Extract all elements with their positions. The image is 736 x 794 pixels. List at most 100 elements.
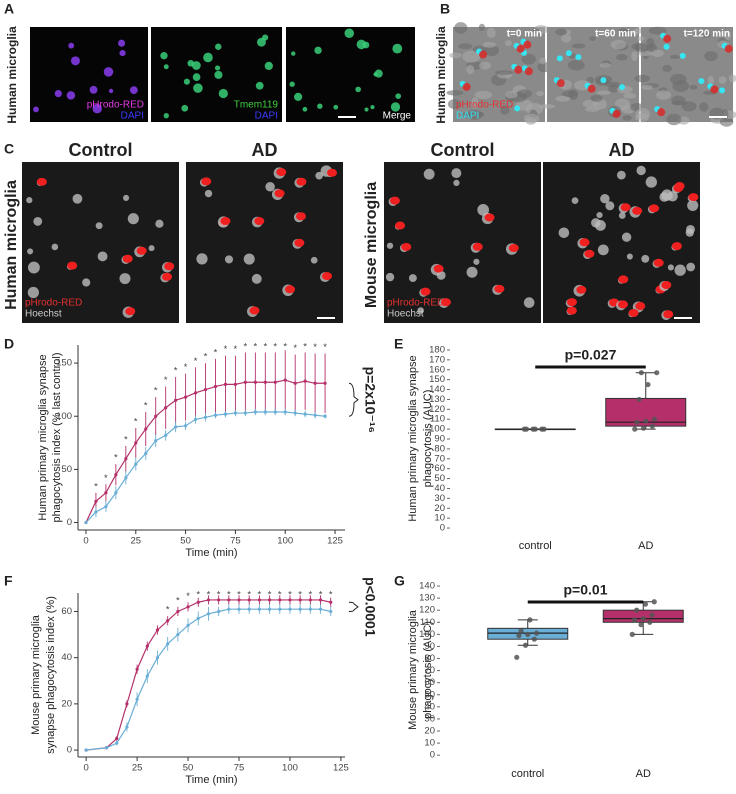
pHrodo-signal (326, 168, 337, 177)
image-label: pHrodo-RED (387, 298, 444, 309)
pHrodo-signal (556, 79, 565, 88)
data-point (217, 598, 221, 602)
nucleus (514, 105, 521, 112)
data-point (155, 656, 160, 660)
pHrodo-signal (294, 238, 305, 247)
data-point (329, 600, 333, 604)
significance-star: * (207, 590, 211, 601)
cell-texture (699, 33, 711, 38)
data-point (174, 398, 178, 402)
column-header: Control (69, 140, 133, 160)
data-point (135, 667, 139, 671)
nucleus (466, 266, 478, 278)
data-point (303, 379, 307, 383)
data-point (303, 412, 307, 416)
significance-star: * (134, 416, 138, 427)
nucleus (310, 256, 318, 264)
data-point (634, 419, 640, 425)
cell-texture (571, 43, 586, 49)
pHrodo-signal (462, 82, 471, 91)
y-tick-label: 160 (429, 364, 445, 375)
cell-texture (479, 61, 492, 70)
nucleus (451, 168, 462, 179)
y-tick-label: 130 (429, 394, 445, 405)
data-point (243, 380, 247, 384)
cell-texture (466, 109, 483, 120)
data-point (257, 607, 261, 611)
pHrodo-signal (514, 65, 523, 74)
significance-star: * (144, 400, 148, 411)
data-point (233, 382, 238, 386)
x-tick-label: 125 (327, 536, 343, 547)
y-tick-label: 90 (424, 641, 435, 652)
cell-texture (447, 99, 462, 110)
nucleus (183, 78, 190, 85)
y-tick-label: 170 (429, 354, 445, 365)
data-point (94, 499, 98, 503)
nucleus (54, 89, 62, 98)
cell-texture (478, 111, 485, 118)
pHrodo-signal (433, 264, 444, 273)
data-point (288, 607, 292, 611)
nucleus (390, 102, 401, 112)
y-tick-label: 100 (56, 411, 72, 422)
nucleus (385, 272, 395, 282)
x-tick-label: control (519, 540, 552, 552)
cell-texture (536, 91, 545, 96)
nucleus (423, 168, 435, 180)
y-tick-label: 110 (420, 617, 435, 628)
nucleus (687, 199, 699, 211)
nucleus (355, 86, 361, 93)
nucleus (571, 197, 579, 204)
data-point (154, 414, 158, 418)
significance-star: * (104, 473, 108, 484)
significance-star: * (247, 590, 251, 601)
pHrodo-signal (122, 254, 133, 263)
column-header: AD (252, 140, 278, 160)
pHrodo-signal (276, 168, 287, 177)
data-point (541, 426, 547, 432)
nucleus (453, 179, 460, 187)
cell-texture (718, 76, 727, 84)
data-point (643, 418, 649, 424)
data-point (318, 607, 323, 611)
y-tick-label: 150 (56, 358, 72, 369)
nucleus (364, 107, 369, 112)
data-point (323, 414, 327, 418)
y-tick-label: 30 (434, 493, 445, 504)
y-tick-label: 20 (61, 698, 72, 709)
nucleus (575, 54, 582, 61)
data-point (104, 746, 109, 750)
cell-texture (596, 90, 611, 95)
y-axis-label: synapse phagocytosis index (%) (45, 596, 57, 754)
y-tick-label: 10 (434, 513, 445, 524)
data-point (84, 748, 88, 752)
y-axis-label: Mouse primary microglia (30, 614, 42, 735)
y-tick-label: 30 (424, 713, 435, 724)
y-tick-label: 10 (424, 738, 435, 749)
x-tick-label: 25 (130, 536, 141, 547)
pHrodo-signal (710, 85, 719, 94)
nucleus (477, 203, 490, 216)
cell-texture (662, 64, 672, 73)
data-point (124, 476, 128, 480)
nucleus (523, 297, 535, 308)
nucleus (679, 52, 686, 59)
y-tick-label: 180 (429, 344, 445, 355)
cell-texture (484, 45, 499, 57)
nucleus (333, 104, 339, 110)
bracket (348, 382, 359, 417)
series-line (86, 599, 331, 751)
data-point (522, 642, 529, 648)
micrograph (30, 27, 148, 122)
pHrodo-signal (494, 284, 505, 293)
data-point (164, 433, 168, 437)
x-axis-label: Time (min) (185, 774, 237, 786)
significance-star: * (329, 590, 333, 601)
nucleus (82, 278, 91, 287)
data-point (114, 473, 118, 477)
significance-star: * (288, 590, 292, 601)
data-point (84, 520, 88, 525)
nucleus (314, 46, 322, 55)
